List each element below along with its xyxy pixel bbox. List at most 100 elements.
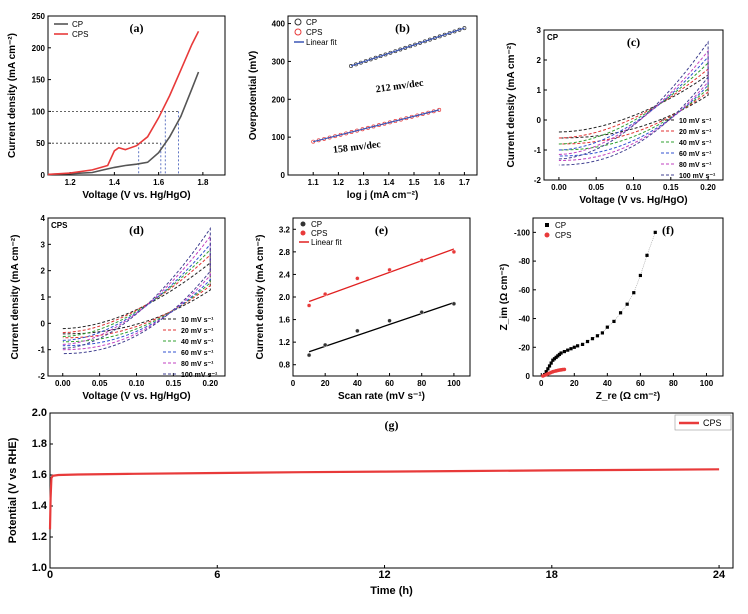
series-line-CPS (48, 468, 720, 530)
x-tick-label: 0.15 (663, 183, 679, 192)
data-point-CP (552, 357, 557, 361)
data-point-CP (653, 230, 657, 234)
y-tick-label: 1.6 (32, 469, 47, 481)
corner-label: CP (547, 33, 559, 42)
data-point-CP (306, 352, 312, 358)
data-point-CP (546, 367, 550, 371)
legend-label: Linear fit (311, 238, 342, 247)
y-tick-label: 0 (281, 171, 286, 180)
x-tick-label: 0.10 (626, 183, 642, 192)
x-tick-label: 1.2 (65, 178, 77, 187)
data-point-CP (625, 302, 629, 306)
y-tick-label: -1 (38, 346, 46, 355)
x-axis-label: Voltage (V vs. Hg/HgO) (82, 190, 190, 201)
data-point-CP (322, 342, 328, 348)
plot-frame (532, 217, 724, 377)
data-point-CPS (451, 249, 457, 255)
corner-label: CPS (51, 221, 68, 230)
y-tick-label: -100 (514, 228, 531, 237)
data-point-CP (557, 352, 562, 357)
y-tick-label: 1 (537, 86, 542, 95)
y-tick-label: 400 (272, 20, 286, 29)
fit-line (308, 302, 455, 353)
legend-label: 40 mV s⁻¹ (679, 140, 712, 147)
fit-line (308, 248, 455, 303)
x-tick-label: 60 (385, 379, 394, 388)
x-axis-label: Scan rate (mV s⁻¹) (338, 391, 425, 402)
y-tick-label: 0 (526, 372, 531, 381)
chart-e: 0 20 40 60 80 100 0.8 1.2 1.6 2.0 2.4 2.8 3.2 Scan ra… (255, 217, 471, 402)
y-tick-label: 200 (32, 44, 46, 53)
cv-curve (558, 67, 709, 145)
y-axis-label: Current density (mA cm⁻²) (10, 235, 21, 360)
x-tick-label: 100 (447, 379, 461, 388)
y-axis-label: Potential (V vs RHE) (7, 437, 19, 543)
data-point-CP (549, 361, 553, 365)
data-point-CP (572, 345, 576, 349)
y-tick-label: 0.8 (279, 361, 291, 370)
data-point-CP (419, 310, 424, 315)
legend-marker (294, 28, 302, 36)
x-tick-label: 20 (570, 379, 579, 388)
y-tick-label: 2.8 (279, 248, 291, 257)
legend-label: 80 mV s⁻¹ (679, 162, 712, 169)
data-point-CP (556, 354, 560, 358)
data-point-CP (559, 351, 563, 355)
legend-label: 20 mV s⁻¹ (679, 129, 712, 136)
x-tick-label: 6 (214, 569, 220, 581)
x-tick-label: 1.6 (153, 178, 165, 187)
x-tick-label: 0.10 (129, 379, 145, 388)
data-point-CP (638, 273, 642, 278)
slope-label: 212 mv/dec (375, 78, 425, 96)
legend-label: CPS (555, 231, 571, 240)
legend-label: CP (555, 221, 566, 230)
x-tick-label: 0 (539, 379, 544, 388)
y-axis-label: Overpotential (mV) (248, 51, 259, 140)
x-axis-label: Time (h) (370, 585, 413, 597)
data-point-CP (585, 339, 590, 344)
slope-label: 158 mv/dec (332, 139, 382, 156)
y-tick-label: 0 (537, 116, 542, 125)
legend-label: CP (311, 220, 322, 229)
x-tick-label: 100 (700, 379, 714, 388)
x-tick-label: 0 (291, 379, 296, 388)
data-point-CP (547, 364, 552, 368)
x-axis-label: log j (mA cm⁻²) (347, 190, 419, 201)
data-point-CP (576, 344, 580, 348)
legend-label: 100 mV s⁻¹ (679, 173, 716, 180)
x-tick-label: 1.7 (459, 178, 471, 187)
plot-frame (49, 412, 734, 569)
legend-marker (294, 18, 302, 26)
y-tick-label: 1.4 (32, 500, 48, 512)
x-tick-label: 1.5 (408, 178, 420, 187)
legend-label: CP (306, 18, 317, 27)
x-tick-label: 0.05 (588, 183, 604, 192)
data-point-CP (612, 319, 616, 324)
series-line-CP (544, 232, 656, 375)
fit-line (350, 27, 465, 67)
plot-frame (287, 15, 478, 176)
y-axis-label: Current density (mA cm⁻²) (7, 33, 18, 158)
x-tick-label: 80 (669, 379, 678, 388)
fit-line (313, 109, 440, 143)
y-tick-label: 100 (272, 133, 286, 142)
data-point-CPS (562, 367, 567, 372)
y-tick-label: 1.2 (279, 338, 291, 347)
data-point-CP (451, 301, 457, 306)
y-axis-label: Current density (mA cm⁻²) (255, 235, 266, 360)
y-tick-label: 4 (41, 214, 46, 223)
x-tick-label: 18 (546, 569, 558, 581)
legend-label: 20 mV s⁻¹ (181, 328, 214, 335)
data-point-CPS (387, 267, 392, 273)
x-tick-label: 80 (417, 379, 426, 388)
data-point-CP (355, 328, 360, 334)
data-point-CPS (355, 276, 360, 281)
panel-label: (g) (385, 418, 399, 432)
x-tick-label: 24 (713, 569, 726, 581)
x-tick-label: 12 (378, 569, 390, 581)
x-tick-label: 1.3 (358, 178, 370, 187)
y-tick-label: 1.0 (32, 562, 47, 574)
y-tick-label: 3 (537, 26, 542, 35)
y-tick-label: 1.6 (279, 316, 291, 325)
